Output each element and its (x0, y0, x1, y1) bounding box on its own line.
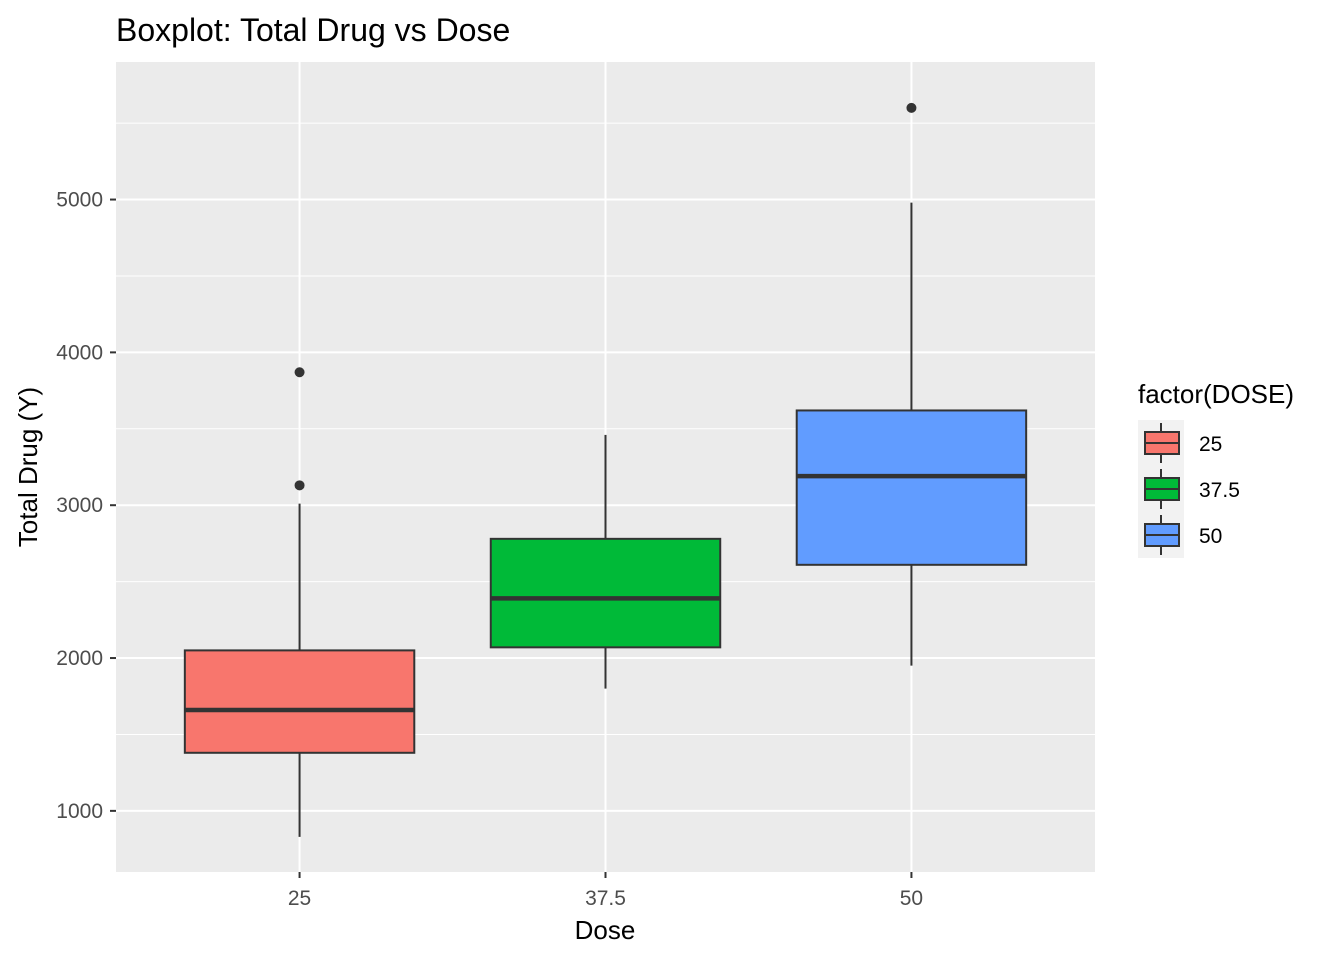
x-tick-label: 25 (288, 887, 311, 910)
y-tick-label: 4000 (56, 341, 103, 364)
y-tick-label: 2000 (56, 647, 103, 670)
legend: factor(DOSE) 25 37.5 50 (1138, 379, 1294, 558)
y-tick-label: 5000 (56, 189, 103, 212)
box-series (183, 102, 1028, 837)
legend-item-50: 50 (1144, 515, 1222, 555)
box-25 (183, 367, 416, 837)
x-tick-label: 50 (900, 887, 923, 910)
iqr-box (489, 537, 722, 649)
legend-label: 37.5 (1199, 479, 1240, 502)
legend-label: 50 (1199, 525, 1222, 548)
y-tick-label: 1000 (56, 800, 103, 823)
y-axis: 1000 2000 3000 4000 5000 (56, 189, 116, 823)
x-axis: 25 37.5 50 (288, 872, 923, 910)
outlier-point (906, 102, 917, 113)
legend-title: factor(DOSE) (1138, 379, 1294, 409)
legend-item-25: 25 (1144, 423, 1222, 463)
x-axis-title: Dose (575, 915, 636, 945)
legend-label: 25 (1199, 433, 1222, 456)
iqr-box (183, 649, 416, 754)
iqr-box (795, 409, 1028, 566)
box-50 (795, 102, 1028, 666)
outlier-point (294, 367, 305, 378)
y-axis-title: Total Drug (Y) (13, 387, 43, 547)
chart-title: Boxplot: Total Drug vs Dose (116, 12, 510, 48)
x-tick-label: 37.5 (585, 887, 626, 910)
legend-item-37.5: 37.5 (1144, 469, 1240, 509)
y-tick-label: 3000 (56, 494, 103, 517)
outlier-point (294, 480, 305, 491)
box-37.5 (489, 434, 722, 689)
